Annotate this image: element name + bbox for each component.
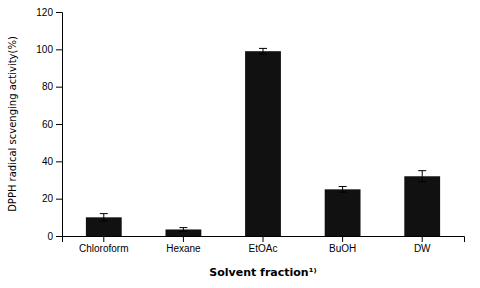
y-tick: 80 — [42, 81, 62, 92]
x-tick: EtOAc — [249, 236, 278, 254]
y-tick-label: 0 — [47, 231, 53, 242]
x-tick-mark — [103, 236, 104, 242]
y-axis-line — [56, 13, 63, 237]
y-tick-mark — [56, 87, 62, 88]
y-tick-label: 20 — [42, 193, 54, 204]
x-tick-mark — [183, 236, 184, 242]
y-axis: 0 20 40 60 80 100 120 — [36, 7, 62, 242]
y-axis-title: DPPH radical scvenging activity(%) — [7, 36, 18, 212]
x-tick-mark — [263, 236, 264, 242]
y-tick: 60 — [42, 119, 62, 130]
x-axis: Chloroform Hexane EtOAc BuOH DW — [63, 236, 465, 254]
x-tick: Hexane — [166, 236, 201, 254]
x-tick-mark — [422, 236, 423, 242]
y-tick-mark — [56, 12, 62, 13]
error-bar — [418, 171, 426, 182]
y-tick: 0 — [47, 231, 62, 242]
x-tick-label: EtOAc — [249, 243, 278, 254]
x-tick: BuOH — [329, 236, 356, 254]
error-bar — [100, 214, 108, 221]
y-tick-label: 60 — [42, 119, 54, 130]
plot: 0 20 40 60 80 100 120 Chloroform Hexane EtOAc BuOH… — [36, 7, 464, 254]
x-tick-label: Hexane — [166, 243, 201, 254]
y-tick: 20 — [42, 193, 62, 204]
x-tick-mark — [342, 236, 343, 242]
x-tick: DW — [414, 236, 431, 254]
y-tick-mark — [56, 49, 62, 50]
bar — [325, 189, 361, 236]
x-tick: Chloroform — [79, 236, 128, 254]
y-tick-label: 120 — [36, 7, 53, 18]
y-tick-label: 100 — [36, 44, 53, 55]
chart: 0 20 40 60 80 100 120 Chloroform Hexane EtOAc BuOH… — [0, 0, 480, 288]
y-tick-label: 40 — [42, 156, 54, 167]
y-tick: 40 — [42, 156, 62, 167]
y-tick-mark — [56, 236, 62, 237]
error-bar — [179, 228, 187, 232]
bar — [404, 176, 440, 236]
x-axis-line — [63, 237, 465, 243]
y-tick-mark — [56, 161, 62, 162]
x-tick-label: BuOH — [329, 243, 356, 254]
marks — [86, 48, 440, 236]
error-bar — [259, 48, 267, 54]
y-tick: 120 — [36, 7, 62, 18]
error-bar — [339, 187, 347, 193]
x-tick-label: DW — [414, 243, 431, 254]
bar — [245, 51, 281, 236]
y-tick-label: 80 — [42, 81, 54, 92]
y-tick: 100 — [36, 44, 62, 55]
x-tick-label: Chloroform — [79, 243, 128, 254]
x-axis-title: Solvent fraction¹⁾ — [209, 266, 316, 279]
y-tick-mark — [56, 199, 62, 200]
y-tick-mark — [56, 124, 62, 125]
